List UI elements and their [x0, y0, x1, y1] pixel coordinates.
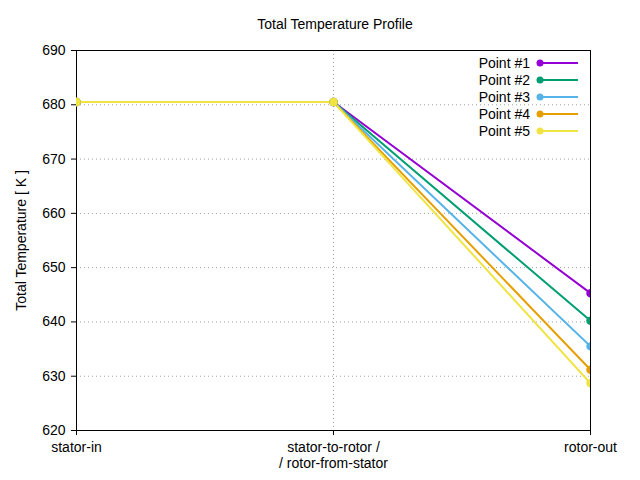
svg-text:620: 620	[42, 422, 66, 438]
svg-text:650: 650	[42, 259, 66, 275]
html-text:Point #1: Point #1	[478, 54, 530, 71]
html-text:Point #2: Point #2	[478, 71, 530, 88]
svg-text:660: 660	[42, 205, 66, 221]
svg-text:640: 640	[42, 313, 66, 329]
svg-text:690: 690	[42, 42, 66, 58]
svg-text:Total Temperature [ K ]: Total Temperature [ K ]	[13, 170, 29, 311]
svg-text:670: 670	[42, 151, 66, 167]
svg-text:680: 680	[42, 96, 66, 112]
svg-text:stator-to-rotor // rotor-from-: stator-to-rotor // rotor-from-stator	[279, 439, 388, 470]
svg-text:rotor-out: rotor-out	[564, 439, 617, 455]
svg-text:630: 630	[42, 368, 66, 384]
html-text:Point #5: Point #5	[478, 122, 530, 139]
svg-text:stator-in: stator-in	[51, 439, 102, 455]
html-text:Point #3: Point #3	[478, 88, 530, 105]
html-text:Total Temperature Profile: Total Temperature Profile	[257, 16, 413, 32]
html-text:Point #4: Point #4	[478, 105, 530, 122]
